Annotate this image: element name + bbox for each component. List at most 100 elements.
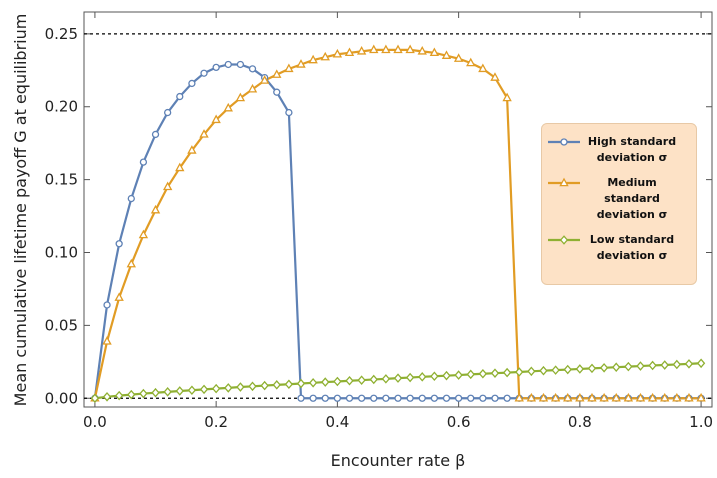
marker xyxy=(478,368,488,379)
marker xyxy=(696,358,706,369)
marker xyxy=(114,390,124,401)
x-tick-label: 0.0 xyxy=(83,413,107,431)
marker xyxy=(611,392,621,402)
marker xyxy=(514,392,524,402)
marker xyxy=(587,363,597,374)
marker xyxy=(623,392,634,402)
marker xyxy=(259,75,270,84)
marker xyxy=(502,367,512,378)
marker xyxy=(599,392,609,402)
marker xyxy=(381,374,391,384)
marker xyxy=(636,361,645,371)
legend-entry: High standard deviation σ xyxy=(546,134,692,166)
marker xyxy=(200,69,208,77)
marker xyxy=(248,381,257,392)
marker xyxy=(369,44,379,54)
marker xyxy=(297,394,305,402)
marker xyxy=(357,394,366,402)
marker xyxy=(550,392,561,402)
marker xyxy=(442,370,451,381)
marker xyxy=(527,366,536,377)
marker xyxy=(126,258,136,268)
marker xyxy=(624,361,633,372)
y-tick-label: 0.10 xyxy=(45,243,78,261)
x-tick-label: 0.2 xyxy=(204,413,228,431)
marker xyxy=(212,63,220,72)
y-tick-label: 0.20 xyxy=(45,98,78,116)
marker xyxy=(430,371,439,382)
marker xyxy=(684,392,694,402)
marker xyxy=(538,392,549,402)
x-tick-label: 1.0 xyxy=(689,413,713,431)
marker xyxy=(175,386,184,396)
marker xyxy=(163,387,172,397)
legend-swatch xyxy=(548,235,580,245)
marker xyxy=(175,162,185,172)
marker xyxy=(296,59,306,68)
marker xyxy=(247,83,258,93)
marker xyxy=(515,367,524,377)
marker xyxy=(684,359,694,369)
marker xyxy=(199,129,209,138)
marker xyxy=(442,394,451,402)
y-tick-label: 0.25 xyxy=(45,25,78,43)
legend: High standard deviation σ Medium standard… xyxy=(541,123,697,285)
marker xyxy=(236,60,245,69)
marker xyxy=(551,365,560,375)
marker xyxy=(333,394,342,402)
marker xyxy=(151,130,160,139)
marker xyxy=(660,392,670,402)
marker xyxy=(696,392,706,402)
marker xyxy=(563,364,572,375)
marker xyxy=(575,392,585,402)
marker xyxy=(405,44,415,54)
x-axis-title: Encounter rate β xyxy=(331,451,466,470)
marker xyxy=(248,65,257,73)
marker xyxy=(454,394,463,402)
marker xyxy=(406,394,414,402)
marker xyxy=(539,365,548,376)
y-tick-label: 0.05 xyxy=(45,316,78,334)
marker xyxy=(211,383,221,394)
marker xyxy=(285,108,293,117)
legend-entry: Low standard deviation σ xyxy=(546,232,692,264)
marker xyxy=(321,394,329,402)
marker xyxy=(466,369,475,380)
marker xyxy=(635,392,646,402)
marker xyxy=(559,235,569,245)
marker xyxy=(587,392,597,402)
marker xyxy=(479,394,487,402)
legend-label: High standard deviation σ xyxy=(587,135,677,164)
marker xyxy=(90,393,100,404)
marker xyxy=(394,394,402,402)
marker xyxy=(284,63,294,73)
marker xyxy=(393,44,403,54)
marker xyxy=(273,88,281,96)
marker xyxy=(150,204,161,214)
frame xyxy=(83,11,713,408)
marker xyxy=(332,48,343,58)
marker xyxy=(647,392,658,402)
marker xyxy=(151,387,160,398)
marker xyxy=(441,50,452,59)
marker xyxy=(648,360,657,371)
marker xyxy=(345,375,354,386)
marker xyxy=(272,380,281,390)
y-tick-label: 0.15 xyxy=(45,171,78,189)
marker xyxy=(127,194,135,203)
marker xyxy=(309,394,317,402)
marker xyxy=(453,53,464,62)
marker xyxy=(454,370,463,380)
marker xyxy=(526,392,537,402)
marker xyxy=(381,44,391,54)
marker xyxy=(284,379,294,390)
marker xyxy=(490,72,500,81)
marker xyxy=(344,47,355,57)
marker xyxy=(612,362,621,372)
marker xyxy=(187,385,197,396)
marker xyxy=(370,394,378,402)
legend-swatch xyxy=(548,177,580,187)
marker xyxy=(563,392,573,402)
